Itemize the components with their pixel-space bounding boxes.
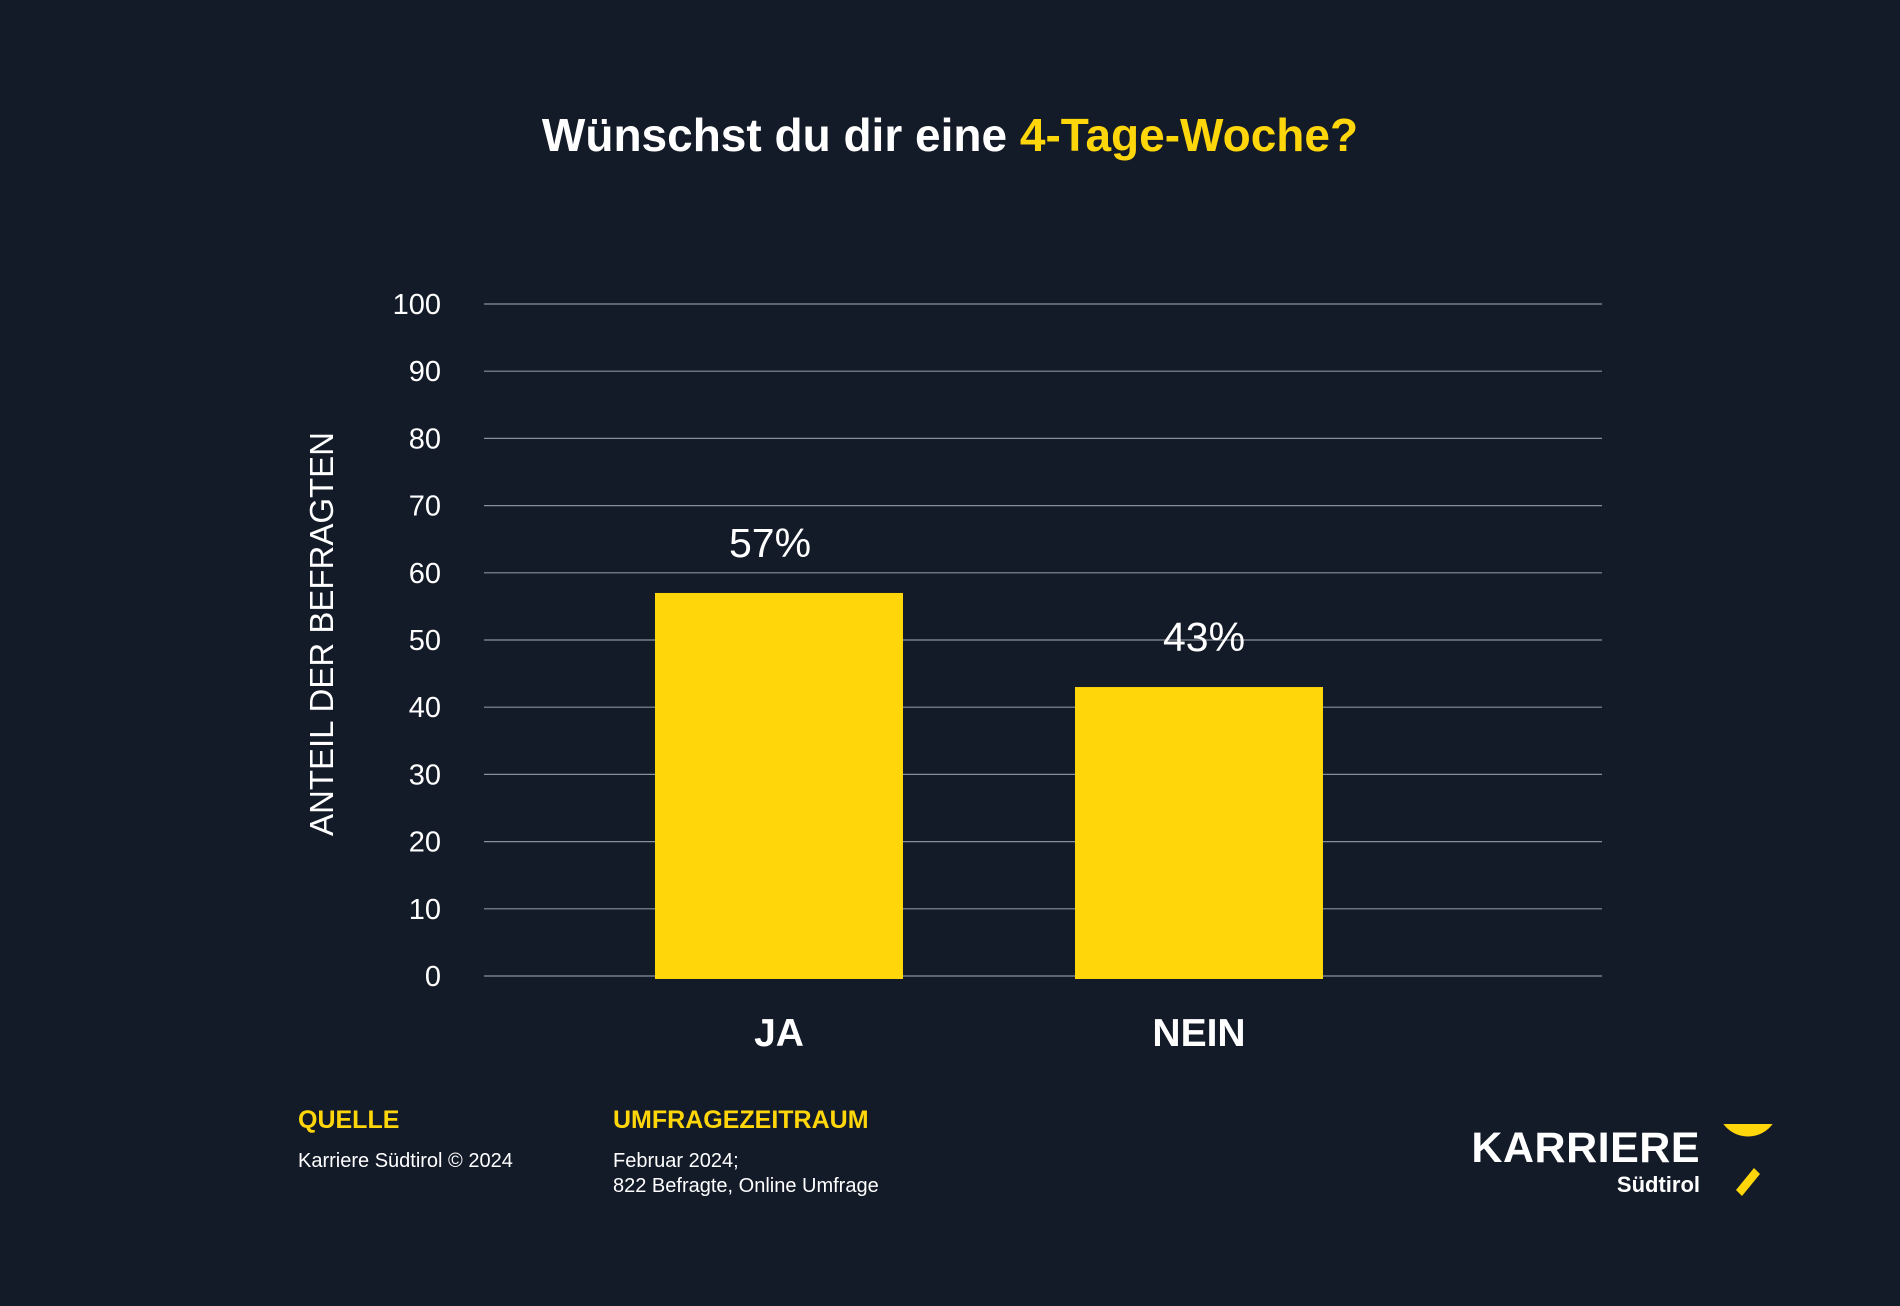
y-tick-label: 30: [409, 759, 441, 791]
x-tick-label: NEIN: [1152, 1012, 1245, 1055]
bar: [1075, 687, 1323, 979]
logo-wordmark: KARRIERE: [1471, 1124, 1700, 1172]
y-tick-label: 70: [409, 491, 441, 523]
survey-period-text: Februar 2024; 822 Befragte, Online Umfra…: [613, 1149, 879, 1199]
source-text: Karriere Südtirol © 2024: [298, 1150, 513, 1172]
bar: [655, 592, 903, 979]
survey-period-line-2: 822 Befragte, Online Umfrage: [613, 1175, 879, 1197]
brand-logo: KARRIERE Südtirol: [1471, 1124, 1780, 1204]
chart-title-main: Wünschst du dir eine: [541, 109, 1020, 161]
survey-period-label: UMFRAGEZEITRAUM: [613, 1106, 869, 1134]
x-tick-label: JA: [754, 1012, 804, 1055]
source-label: QUELLE: [298, 1106, 400, 1134]
chart-title-highlight: 4-Tage-Woche?: [1019, 109, 1359, 161]
location-pin-icon: [1723, 1124, 1773, 1196]
y-tick-label: 100: [393, 289, 441, 321]
y-tick-label: 60: [409, 558, 441, 590]
chart-title: Wünschst du dir eine 4-Tage-Woche?: [0, 108, 1900, 162]
y-tick-label: 80: [409, 423, 441, 455]
y-tick-label: 10: [409, 894, 441, 926]
logo-subtitle: Südtirol: [1616, 1172, 1700, 1197]
data-label: 57%: [729, 520, 811, 566]
y-tick-label: 20: [409, 827, 441, 859]
y-axis-label: ANTEIL DER BEFRAGTEN: [303, 432, 340, 836]
y-tick-label: 90: [409, 356, 441, 388]
survey-period-line-1: Februar 2024;: [613, 1150, 739, 1172]
y-tick-label: 0: [425, 961, 441, 993]
data-label: 43%: [1163, 614, 1245, 660]
y-tick-label: 40: [409, 692, 441, 724]
y-tick-label: 50: [409, 625, 441, 657]
